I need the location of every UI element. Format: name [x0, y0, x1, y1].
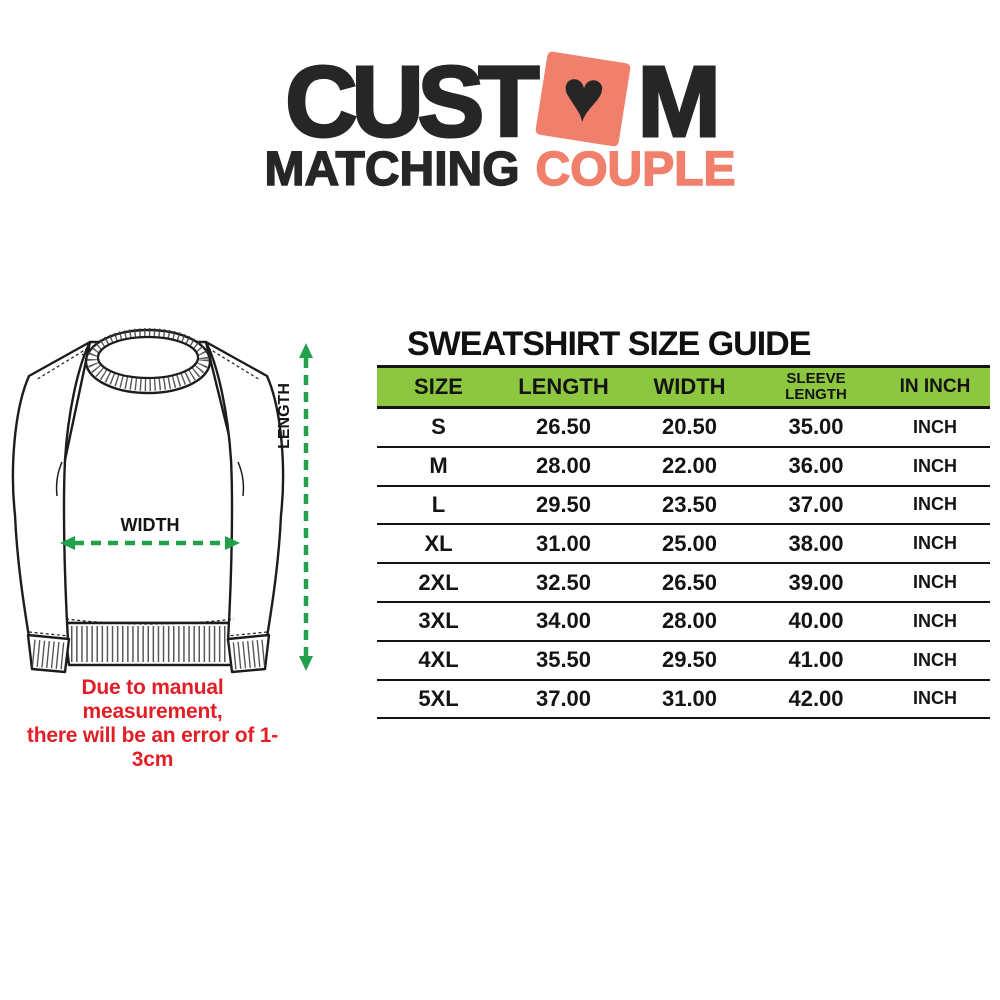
brand-subtitle: MATCHING COUPLE — [0, 143, 1000, 196]
sleeve-cell: 39.00 — [788, 569, 844, 595]
logo-text-m: M — [636, 46, 722, 158]
sleeve-cell: 36.00 — [788, 453, 844, 479]
sweatshirt-collar — [84, 328, 212, 395]
unit-cell: INCH — [913, 610, 957, 631]
sleeve-cell: 41.00 — [788, 647, 844, 673]
size-table: SIZE LENGTH WIDTH SLEEVE LENGTH IN INCH … — [377, 365, 990, 720]
size-cell: 2XL — [418, 569, 459, 595]
size-row-5xl: 5XL 37.00 31.00 42.00 INCH — [377, 681, 990, 720]
size-cell: XL — [424, 530, 453, 556]
length-cell: 31.00 — [535, 530, 592, 556]
unit-cell: INCH — [913, 416, 957, 437]
sleeve-cell: 37.00 — [788, 491, 844, 517]
brand-logo-wordmark: CUST ♥ M — [0, 46, 1000, 158]
left-cuff-rib-texture — [31, 639, 66, 670]
size-cell: S — [431, 414, 446, 440]
length-cell: 37.00 — [535, 685, 592, 711]
length-cell: 28.00 — [535, 453, 592, 479]
right-cuff-rib-texture — [231, 639, 266, 670]
width-cell: 25.00 — [661, 530, 718, 556]
note-line-2: there will be an error of 1-3cm — [26, 724, 279, 772]
header-cell-length: LENGTH — [518, 374, 609, 399]
length-cell: 29.50 — [535, 491, 592, 517]
length-cell: 26.50 — [535, 414, 592, 440]
size-guide: SWEATSHIRT SIZE GUIDE SIZE LENGTH WIDTH … — [377, 325, 990, 720]
length-arrow — [299, 343, 313, 671]
width-arrow — [60, 536, 240, 550]
size-cell: 4XL — [418, 647, 459, 673]
unit-cell: INCH — [913, 494, 957, 515]
width-cell: 23.50 — [661, 491, 718, 517]
right-cuff-stitch — [226, 631, 268, 637]
width-cell: 26.50 — [661, 569, 718, 595]
logo-text-cust: CUST — [284, 46, 541, 158]
length-label: LENGTH — [276, 383, 293, 449]
size-row-xl: XL 31.00 25.00 38.00 INCH — [377, 525, 990, 565]
unit-cell: INCH — [913, 649, 957, 670]
left-armpit-wrinkle — [55, 461, 63, 497]
subtitle-matching: MATCHING — [264, 143, 521, 196]
width-cell: 20.50 — [661, 414, 718, 440]
length-cell: 32.50 — [535, 569, 592, 595]
right-armpit-wrinkle — [237, 461, 245, 497]
size-cell: 3XL — [418, 608, 459, 634]
size-cell: M — [429, 453, 448, 479]
width-cell: 31.00 — [661, 685, 718, 711]
waistband-stitch — [65, 618, 235, 625]
sleeve-cell: 42.00 — [788, 685, 844, 711]
width-cell: 22.00 — [661, 453, 718, 479]
size-row-l: L 29.50 23.50 37.00 INCH — [377, 487, 990, 526]
heart-icon: ♥ — [559, 52, 609, 139]
header-cell-in-inch: IN INCH — [899, 376, 971, 397]
subtitle-couple: COUPLE — [535, 143, 737, 196]
size-row-2xl: 2XL 32.50 26.50 39.00 INCH — [377, 564, 990, 603]
sleeve-cell: 38.00 — [788, 530, 844, 556]
unit-cell: INCH — [913, 572, 957, 593]
header-cell-width: WIDTH — [653, 374, 726, 399]
sleeve-cell: 40.00 — [788, 608, 844, 634]
size-row-4xl: 4XL 35.50 29.50 41.00 INCH — [377, 642, 990, 681]
unit-cell: INCH — [913, 533, 957, 554]
sweatshirt-diagram: WIDTH LENGTH — [11, 328, 313, 674]
unit-cell: INCH — [913, 455, 957, 476]
size-table-header-row: SIZE LENGTH WIDTH SLEEVE LENGTH IN INCH — [377, 368, 990, 409]
measurement-note: Due to manual measurement, there will be… — [10, 676, 295, 773]
collar-rib-texture — [87, 328, 209, 391]
length-cell: 34.00 — [535, 608, 592, 634]
width-label: WIDTH — [121, 515, 180, 535]
right-shoulder-stitch — [207, 347, 261, 381]
size-guide-title: SWEATSHIRT SIZE GUIDE — [407, 325, 811, 363]
sleeve-cell: 35.00 — [788, 414, 844, 440]
left-shoulder-stitch — [35, 347, 89, 381]
note-line-1: Due to manual measurement, — [81, 676, 224, 724]
size-row-s: S 26.50 20.50 35.00 INCH — [377, 409, 990, 448]
size-cell: L — [431, 491, 446, 517]
header-cell-sleeve-length: SLEEVE LENGTH — [785, 370, 847, 403]
left-cuff-stitch — [28, 631, 70, 637]
header-cell-size: SIZE — [414, 374, 463, 399]
length-cell: 35.50 — [535, 647, 592, 673]
size-row-m: M 28.00 22.00 36.00 INCH — [377, 448, 990, 487]
unit-cell: INCH — [913, 688, 957, 709]
width-cell: 29.50 — [661, 647, 718, 673]
width-cell: 28.00 — [661, 608, 718, 634]
size-row-3xl: 3XL 34.00 28.00 40.00 INCH — [377, 603, 990, 642]
size-cell: 5XL — [418, 685, 459, 711]
heart-square: ♥ — [535, 50, 632, 148]
brand-logo: CUST ♥ M MATCHING COUPLE — [0, 46, 1000, 196]
